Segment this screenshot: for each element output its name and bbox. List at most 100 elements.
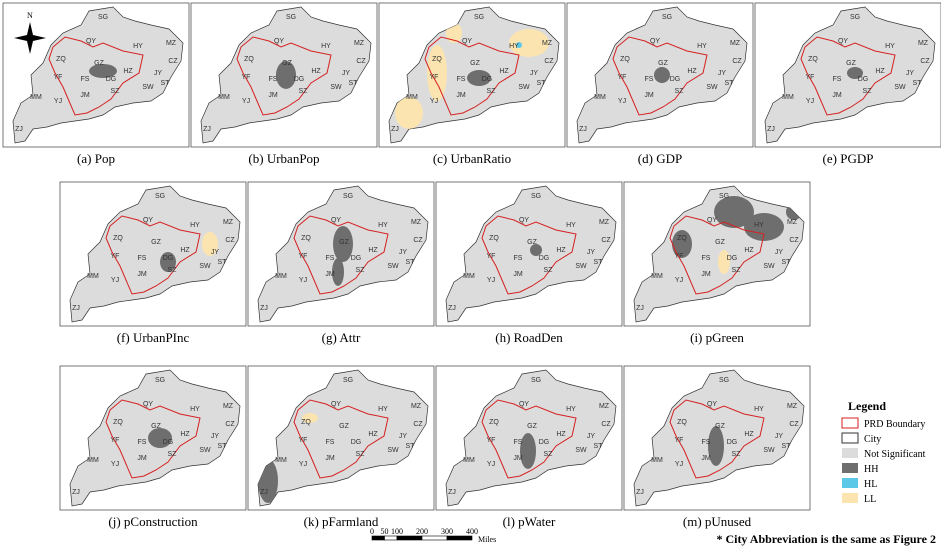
- city-label: ZQ: [301, 419, 311, 426]
- city-label: YF: [299, 437, 308, 444]
- city-label: MZ: [599, 403, 610, 410]
- city-label: HZ: [499, 68, 509, 75]
- city-label: MZ: [599, 219, 610, 226]
- city-label: DG: [858, 76, 869, 83]
- city-label: ZJ: [448, 489, 456, 496]
- city-label: SW: [387, 263, 399, 270]
- city-label: SG: [343, 193, 353, 200]
- city-label: JM: [137, 455, 147, 462]
- city-label: SW: [330, 84, 342, 91]
- city-label: MM: [463, 273, 475, 280]
- city-label: SZ: [111, 88, 121, 95]
- city-label: YJ: [430, 98, 438, 105]
- city-label: MZ: [787, 403, 798, 410]
- city-label: MM: [782, 94, 794, 101]
- city-label: SZ: [487, 88, 497, 95]
- city-label: ZQ: [620, 56, 630, 63]
- scale-segment: [422, 536, 447, 540]
- city-label: FS: [514, 255, 523, 262]
- city-label: YJ: [675, 277, 683, 284]
- city-label: HZ: [556, 431, 566, 438]
- legend-swatch: [842, 478, 858, 488]
- city-label: DG: [351, 255, 362, 262]
- legend-swatch: [842, 493, 858, 503]
- city-label: DG: [163, 255, 174, 262]
- city-label: HZ: [123, 68, 133, 75]
- city-label: QY: [86, 38, 96, 45]
- city-label: SW: [575, 263, 587, 270]
- scale-tick-label: 100: [391, 527, 403, 536]
- panel-caption: (j) pConstruction: [108, 514, 198, 529]
- city-label: HY: [509, 43, 519, 50]
- map-panel: SGQYHYMZZQGZHZYFFSDGSZJMJYCZSTSWMMYJZJ: [248, 366, 434, 510]
- city-label: ZJ: [448, 305, 456, 312]
- city-label: JY: [587, 433, 596, 440]
- scale-segment: [397, 536, 422, 540]
- city-label: JY: [718, 70, 727, 77]
- city-label: YJ: [242, 98, 250, 105]
- city-label: SG: [155, 377, 165, 384]
- city-label: GZ: [527, 239, 537, 246]
- cluster-patch: [395, 97, 423, 129]
- city-label: MZ: [787, 219, 798, 226]
- city-label: GZ: [527, 423, 537, 430]
- city-label: YJ: [487, 277, 495, 284]
- scale-tick-label: 200: [416, 527, 428, 536]
- legend-label: HH: [864, 464, 878, 475]
- city-label: JY: [775, 433, 784, 440]
- city-label: FS: [138, 255, 147, 262]
- city-label: YF: [299, 253, 308, 260]
- city-label: SW: [763, 263, 775, 270]
- city-label: GZ: [470, 60, 480, 67]
- city-label: SG: [719, 377, 729, 384]
- city-label: ZQ: [113, 235, 123, 242]
- city-label: QY: [331, 401, 341, 408]
- city-label: CZ: [601, 421, 611, 428]
- city-label: ST: [913, 80, 923, 87]
- panel-caption: (g) Attr: [322, 330, 361, 345]
- city-label: ZQ: [489, 235, 499, 242]
- panel-caption: (d) GDP: [638, 151, 682, 166]
- city-label: GZ: [282, 60, 292, 67]
- city-label: CZ: [225, 421, 235, 428]
- city-label: SZ: [168, 267, 178, 274]
- city-label: ST: [725, 80, 735, 87]
- city-label: HZ: [180, 247, 190, 254]
- city-label: SG: [662, 14, 672, 21]
- city-label: MZ: [542, 40, 553, 47]
- city-label: QY: [519, 217, 529, 224]
- city-label: ZJ: [260, 489, 268, 496]
- panel-caption: (i) pGreen: [690, 330, 744, 345]
- city-label: JY: [211, 433, 220, 440]
- city-label: JM: [268, 92, 278, 99]
- city-label: SZ: [544, 267, 554, 274]
- map-panel: SGQYHYMZZQGZHZYFFSDGSZJMJYCZSTSWMMYJZJ: [567, 3, 753, 147]
- city-label: HY: [378, 222, 388, 229]
- city-label: CZ: [544, 58, 554, 65]
- footnote: * City Abbreviation is the same as Figur…: [716, 532, 936, 546]
- city-label: HY: [321, 43, 331, 50]
- city-label: DG: [482, 76, 493, 83]
- city-label: QY: [331, 217, 341, 224]
- legend-swatch: [842, 448, 858, 458]
- city-label: MZ: [411, 403, 422, 410]
- city-label: CZ: [732, 58, 742, 65]
- city-label: SW: [894, 84, 906, 91]
- city-label: ST: [594, 259, 604, 266]
- city-label: DG: [163, 439, 174, 446]
- city-label: YF: [487, 253, 496, 260]
- city-label: YF: [618, 74, 627, 81]
- city-label: JM: [137, 271, 147, 278]
- city-label: QY: [519, 401, 529, 408]
- city-label: SG: [343, 377, 353, 384]
- map-panel: SGQYHYMZZQGZHZYFFSDGSZJMJYCZSTSWMMYJZJ: [60, 366, 246, 510]
- panel-caption: (e) PGDP: [823, 151, 874, 166]
- city-label: ZQ: [489, 419, 499, 426]
- city-label: HY: [885, 43, 895, 50]
- city-label: GZ: [94, 60, 104, 67]
- city-label: JY: [775, 249, 784, 256]
- city-label: ZQ: [808, 56, 818, 63]
- city-label: SZ: [356, 451, 366, 458]
- city-label: FS: [833, 76, 842, 83]
